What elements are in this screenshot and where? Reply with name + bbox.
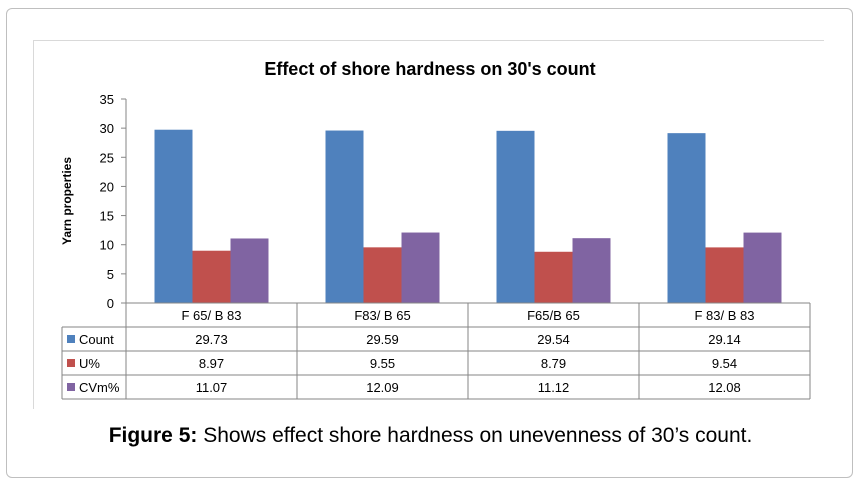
- category-label: F83/ B 65: [354, 308, 410, 323]
- data-label: 9.54: [712, 356, 737, 371]
- bar-u-4: [705, 247, 744, 303]
- chart-title: Effect of shore hardness on 30's count: [264, 59, 595, 79]
- legend-key-u: [67, 359, 75, 367]
- y-tick-label: 25: [100, 150, 114, 165]
- chart-area: [33, 40, 824, 409]
- y-tick-label: 35: [100, 92, 114, 107]
- category-label: F 65/ B 83: [182, 308, 242, 323]
- bar-count-1: [154, 129, 193, 303]
- data-label: 11.12: [538, 380, 570, 395]
- figure-caption: Figure 5: Shows effect shore hardness on…: [0, 424, 861, 448]
- data-label: 29.73: [195, 332, 228, 347]
- bar-cvm-2: [401, 232, 440, 303]
- legend-key-cvm: [67, 383, 75, 391]
- series-name: CVm%: [79, 380, 120, 395]
- y-axis-label: Yarn properties: [60, 157, 74, 245]
- legend-key-count: [67, 335, 75, 343]
- data-label: 29.54: [537, 332, 570, 347]
- bar-u-3: [534, 251, 573, 303]
- category-label: F 83/ B 83: [695, 308, 755, 323]
- data-label: 8.97: [199, 356, 224, 371]
- bar-count-2: [325, 130, 364, 303]
- caption-label: Figure 5:: [108, 424, 198, 447]
- y-tick-label: 5: [107, 267, 114, 282]
- data-label: 8.79: [541, 356, 566, 371]
- data-label: 12.08: [708, 380, 741, 395]
- bar-chart: Effect of shore hardness on 30's count Ya…: [60, 59, 811, 400]
- data-label: 9.55: [370, 356, 395, 371]
- bar-count-3: [496, 130, 535, 303]
- y-tick-label: 10: [100, 238, 114, 253]
- data-label: 29.14: [708, 332, 741, 347]
- bar-count-4: [667, 133, 706, 303]
- y-tick-label: 0: [107, 296, 114, 311]
- caption-text: Shows effect shore hardness on unevennes…: [203, 424, 753, 447]
- bar-u-2: [363, 247, 402, 303]
- bar-cvm-4: [743, 232, 782, 303]
- category-label: F65/B 65: [527, 308, 580, 323]
- data-label: 12.09: [366, 380, 399, 395]
- bar-u-1: [192, 250, 231, 303]
- y-tick-label: 20: [100, 179, 114, 194]
- bar-cvm-1: [230, 238, 269, 303]
- data-label: 29.59: [366, 332, 399, 347]
- series-name: Count: [79, 332, 114, 347]
- y-tick-label: 30: [100, 121, 114, 136]
- y-tick-label: 15: [100, 209, 114, 224]
- series-name: U%: [79, 356, 100, 371]
- data-label: 11.07: [196, 380, 228, 395]
- bar-cvm-3: [572, 238, 611, 303]
